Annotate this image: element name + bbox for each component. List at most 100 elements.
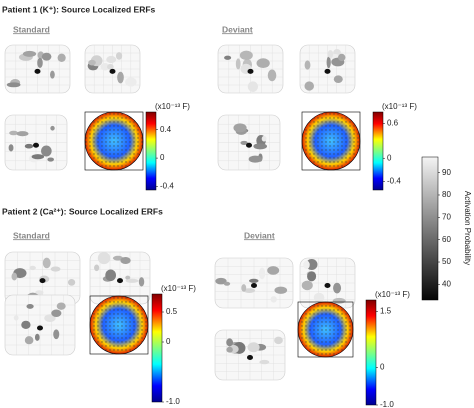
activation-blob	[57, 53, 66, 63]
activation-blob	[16, 131, 29, 137]
topoplot-frame	[84, 111, 144, 171]
activation-blob	[115, 52, 123, 60]
colorbar	[365, 299, 377, 406]
activation-blob	[274, 336, 283, 345]
activation-blob	[332, 297, 346, 304]
topoplot-frame	[89, 295, 149, 355]
activation-blob	[125, 278, 139, 283]
activation-blob	[258, 267, 266, 280]
colorbar	[421, 156, 439, 301]
activation-blob	[35, 290, 44, 295]
topoplot-frame	[297, 301, 354, 358]
colorbar-unit: (x10⁻¹³ F)	[161, 284, 196, 293]
activation-blob	[31, 154, 45, 160]
activation-blob	[224, 55, 232, 60]
activation-blob	[117, 278, 123, 284]
brain-panel	[214, 257, 294, 309]
activation-blob	[226, 338, 233, 347]
activation-blob	[47, 157, 54, 162]
activation-blob	[226, 346, 233, 353]
colorbar-unit: (x10⁻¹³ F)	[155, 102, 190, 111]
colorbar-tick-label: 70	[442, 212, 451, 221]
activation-blob	[97, 252, 111, 265]
activation-blob	[247, 81, 259, 92]
activation-blob	[88, 59, 96, 66]
colorbar	[145, 111, 157, 191]
activation-blob	[333, 282, 342, 294]
activation-blob	[337, 53, 346, 62]
colorbar-tick-label: -0.4	[160, 182, 174, 191]
activation-blob	[270, 296, 277, 303]
sensor-grid	[90, 296, 148, 354]
sensor-grid	[85, 112, 143, 170]
activation-blob	[261, 135, 267, 142]
activation-blob	[109, 68, 116, 74]
activation-blob	[125, 77, 137, 87]
activation-blob	[307, 271, 317, 282]
colorbar-tick-label: 0	[166, 337, 171, 346]
brain-panel	[214, 329, 286, 381]
colorbar-tick-label: 0	[380, 363, 385, 372]
activation-blob	[233, 123, 247, 133]
activation-blob	[248, 155, 263, 163]
activation-blob	[67, 279, 76, 286]
brain-panel	[4, 44, 71, 94]
activation-blob	[304, 81, 315, 91]
activation-blob	[138, 277, 145, 287]
activation-blob	[50, 70, 55, 79]
colorbar-tick-label: 0	[387, 153, 392, 162]
colorbar-tick-label: 60	[442, 235, 451, 244]
brain-panel	[217, 44, 284, 94]
colorbar-tick-label: 0.4	[160, 125, 172, 134]
activation-blob	[324, 283, 331, 288]
colorbar-tick-label: 0.5	[166, 307, 178, 316]
colorbar-tick-label: 40	[442, 279, 451, 288]
activation-blob	[41, 145, 52, 157]
activation-blob	[51, 309, 62, 317]
activation-blob	[24, 336, 34, 345]
activation-blob	[303, 260, 310, 270]
patient-title: Patient 1 (K⁺): Source Localized ERFs	[2, 4, 156, 14]
activation-blob	[239, 50, 253, 60]
brain-panel	[4, 114, 68, 171]
brain-panel	[84, 44, 141, 94]
activation-blob	[301, 280, 313, 291]
activation-blob	[11, 272, 18, 281]
activation-blob	[247, 68, 254, 74]
activation-blob	[313, 292, 325, 303]
activation-blob	[235, 58, 241, 70]
activation-blob	[105, 269, 117, 282]
activation-blob	[41, 52, 52, 61]
activation-blob	[240, 140, 248, 146]
activation-blob	[44, 314, 56, 323]
activation-blob	[304, 60, 311, 70]
activation-blob	[247, 355, 253, 360]
colorbar-unit: (x10⁻¹³ F)	[382, 102, 417, 111]
activation-blob	[6, 82, 21, 88]
activation-blob	[24, 143, 34, 149]
brain-panel	[299, 257, 356, 309]
activation-blob	[13, 315, 19, 321]
colorbar	[372, 111, 384, 191]
activation-blob	[21, 320, 31, 329]
colorbar-tick-label: -0.4	[387, 176, 401, 185]
activation-blob	[100, 63, 110, 71]
activation-blob	[253, 143, 268, 150]
activation-blob	[215, 277, 227, 285]
activation-blob	[39, 278, 46, 284]
activation-blob	[106, 55, 117, 64]
activation-blob	[120, 257, 131, 265]
brain-panel	[299, 44, 356, 94]
activation-blob	[117, 71, 124, 84]
sensor-grid	[302, 112, 360, 170]
activation-blob	[29, 265, 36, 271]
colorbar	[151, 293, 163, 403]
activation-blob	[50, 125, 55, 131]
condition-label: Deviant	[222, 24, 253, 34]
topoplot-frame	[301, 111, 361, 171]
activation-blob	[246, 142, 252, 148]
activation-blob	[326, 56, 331, 69]
activation-blob	[324, 68, 331, 74]
activation-blob	[274, 286, 288, 294]
